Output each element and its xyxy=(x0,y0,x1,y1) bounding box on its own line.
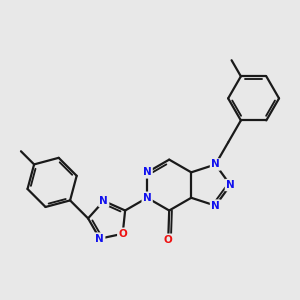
Text: O: O xyxy=(164,235,172,245)
Text: N: N xyxy=(226,180,235,190)
Text: N: N xyxy=(95,234,104,244)
Text: N: N xyxy=(143,193,152,203)
Text: N: N xyxy=(226,180,235,190)
Text: N: N xyxy=(211,160,220,170)
Text: N: N xyxy=(143,193,152,203)
Text: O: O xyxy=(118,229,127,239)
Text: N: N xyxy=(95,234,104,244)
Text: N: N xyxy=(99,196,108,206)
Text: N: N xyxy=(211,201,220,211)
Text: N: N xyxy=(143,167,152,177)
Text: N: N xyxy=(143,167,152,177)
Text: O: O xyxy=(164,235,172,245)
Text: O: O xyxy=(118,229,127,239)
Text: N: N xyxy=(211,160,220,170)
Text: N: N xyxy=(99,196,108,206)
Text: N: N xyxy=(211,201,220,211)
